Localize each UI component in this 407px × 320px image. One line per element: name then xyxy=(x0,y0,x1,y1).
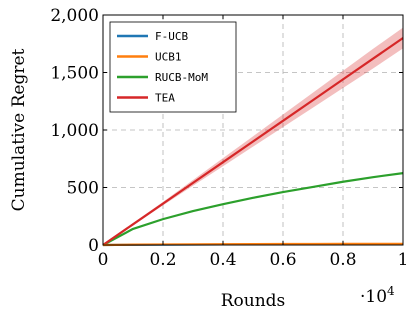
y-tick-label: 500 xyxy=(67,179,99,199)
x-tick-label: 0.8 xyxy=(329,250,356,270)
series-line-tea xyxy=(102,37,404,246)
series-line-rucb-mom xyxy=(102,172,404,246)
x-tick-labels: 0 0.2 0.4 0.6 0.8 1 xyxy=(98,250,407,270)
x-tick-label: 1 xyxy=(398,250,407,270)
legend-label-f-ucb: F-UCB xyxy=(155,30,188,43)
x-multiplier-exponent: 4 xyxy=(387,284,395,298)
x-tick-label: 0 xyxy=(98,250,109,270)
legend-label-tea: TEA xyxy=(155,92,175,105)
y-axis-title: Cumulative Regret xyxy=(9,48,29,211)
legend: F-UCB UCB1 RUCB-MoM TEA xyxy=(109,21,237,113)
legend-label-rucb-mom: RUCB-MoM xyxy=(155,71,208,84)
y-tick-label: 1,500 xyxy=(50,64,99,84)
x-axis-title: Rounds xyxy=(221,291,286,311)
y-tick-label: 1,000 xyxy=(50,121,99,141)
series-band-tea xyxy=(103,27,403,246)
ticks xyxy=(102,14,404,246)
x-tick-label: 0.4 xyxy=(209,250,236,270)
x-tick-label: 0.6 xyxy=(269,250,296,270)
x-multiplier-base: ·10 xyxy=(360,287,387,307)
legend-label-ucb1: UCB1 xyxy=(155,51,182,64)
y-tick-label: 0 xyxy=(88,236,99,256)
y-tick-labels: 0 500 1,000 1,500 2,000 xyxy=(50,6,99,256)
x-axis-multiplier: ·104 xyxy=(360,284,395,307)
y-tick-label: 2,000 xyxy=(50,6,99,26)
x-tick-label: 0.2 xyxy=(149,250,176,270)
